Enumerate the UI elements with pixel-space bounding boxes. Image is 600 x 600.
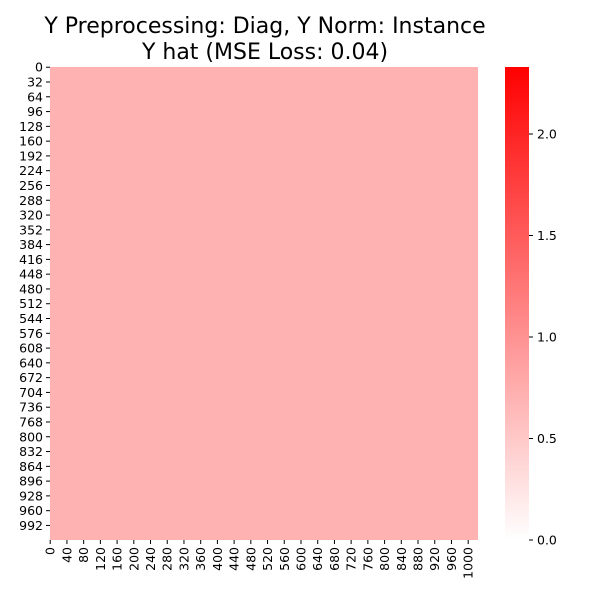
y-tick-label: 320 [19, 208, 43, 223]
y-tick-label: 192 [19, 148, 43, 163]
x-tick-label: 560 [277, 547, 292, 571]
x-tick-label: 400 [210, 547, 225, 571]
x-tick-label: 920 [427, 547, 442, 571]
y-tick-label: 832 [19, 444, 43, 459]
heatmap-cells [50, 67, 478, 540]
colorbar-tick-label: 1.0 [537, 329, 557, 344]
y-tick-label: 448 [19, 267, 43, 282]
x-tick-label: 480 [243, 547, 258, 571]
y-tick-label: 960 [19, 503, 43, 518]
x-tick-label: 360 [193, 547, 208, 571]
x-tick-label: 320 [176, 547, 191, 571]
y-tick-label: 928 [19, 488, 43, 503]
heatmap-plot-area [50, 67, 478, 540]
x-tick-label: 200 [126, 547, 141, 571]
y-tick-label: 416 [19, 252, 43, 267]
chart-title-line-2: Y hat (MSE Loss: 0.04) [141, 40, 388, 65]
x-tick-label: 880 [411, 547, 426, 571]
y-tick-label: 384 [19, 237, 43, 252]
y-tick-label: 480 [19, 281, 43, 296]
chart-title: Y Preprocessing: Diag, Y Norm: Instance … [43, 14, 485, 65]
x-tick-label: 1000 [461, 547, 476, 579]
x-tick-label: 80 [76, 547, 91, 563]
x-tick-label: 160 [110, 547, 125, 571]
x-tick-label: 720 [344, 547, 359, 571]
y-tick-label: 544 [19, 311, 43, 326]
y-tick-label: 224 [19, 163, 43, 178]
x-tick-label: 120 [93, 547, 108, 571]
y-tick-label: 128 [19, 119, 43, 134]
y-tick-label: 800 [19, 429, 43, 444]
y-tick-label: 512 [19, 296, 43, 311]
y-tick-label: 992 [19, 518, 43, 533]
x-tick-label: 240 [143, 547, 158, 571]
x-tick-label: 440 [227, 547, 242, 571]
y-tick-label: 576 [19, 326, 43, 341]
y-tick-label: 736 [19, 400, 43, 415]
y-tick-label: 256 [19, 178, 43, 193]
x-tick-label: 640 [310, 547, 325, 571]
colorbar-gradient [505, 67, 529, 540]
y-tick-label: 640 [19, 355, 43, 370]
x-tick-label: 520 [260, 547, 275, 571]
x-tick-label: 680 [327, 547, 342, 571]
x-tick-label: 280 [160, 547, 175, 571]
x-tick-label: 0 [43, 547, 58, 555]
chart-title-line-1: Y Preprocessing: Diag, Y Norm: Instance [43, 14, 485, 39]
y-tick-label: 352 [19, 222, 43, 237]
y-tick-label: 672 [19, 370, 43, 385]
x-axis: 0 40 80 120 160 200 240 280 320 360 400 440 480 520 56… [43, 540, 476, 579]
x-tick-label: 600 [293, 547, 308, 571]
x-tick-label: 960 [444, 547, 459, 571]
y-tick-label: 96 [27, 104, 43, 119]
colorbar-tick-label: 0.5 [537, 431, 557, 446]
colorbar-tick-label: 1.5 [537, 228, 557, 243]
y-tick-label: 0 [35, 60, 43, 75]
colorbar-tick-label: 0.0 [537, 533, 557, 548]
y-tick-label: 608 [19, 341, 43, 356]
y-axis: 0326496128160192224256288320352384416448… [19, 60, 50, 533]
x-tick-label: 760 [360, 547, 375, 571]
y-tick-label: 64 [27, 89, 43, 104]
y-tick-label: 160 [19, 134, 43, 149]
x-tick-label: 40 [59, 547, 74, 563]
y-tick-label: 704 [19, 385, 43, 400]
colorbar: 0.0 0.5 1.0 1.5 2.0 [505, 67, 557, 548]
x-tick-label: 840 [394, 547, 409, 571]
x-tick-label: 800 [377, 547, 392, 571]
y-tick-label: 32 [27, 75, 43, 90]
y-tick-label: 896 [19, 474, 43, 489]
y-tick-label: 864 [19, 459, 43, 474]
colorbar-tick-label: 2.0 [537, 126, 557, 141]
y-tick-label: 288 [19, 193, 43, 208]
y-tick-label: 768 [19, 414, 43, 429]
